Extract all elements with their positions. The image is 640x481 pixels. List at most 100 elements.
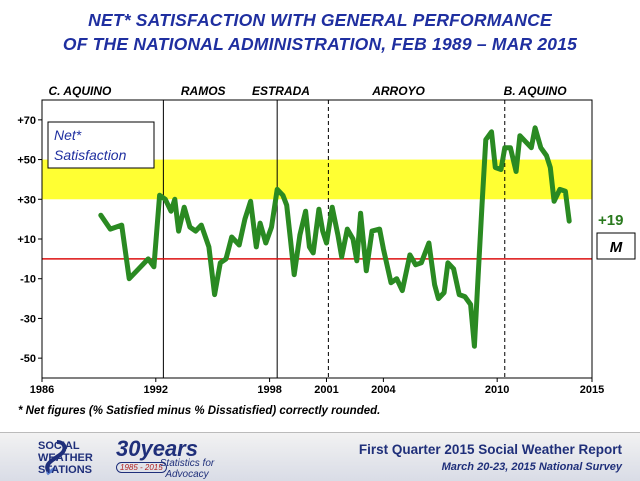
data-point bbox=[436, 297, 440, 301]
data-point bbox=[529, 146, 533, 150]
x-tick-label: 2001 bbox=[314, 384, 338, 396]
data-point bbox=[307, 245, 311, 249]
last-value-note-box bbox=[596, 232, 636, 260]
chart-title-line1: NET* SATISFACTION WITH GENERAL PERFORMAN… bbox=[88, 10, 552, 30]
y-tick-label: -50 bbox=[20, 353, 36, 365]
chart-title-line2: OF THE NATIONAL ADMINISTRATION, FEB 1989… bbox=[62, 34, 578, 54]
data-point bbox=[264, 241, 268, 245]
data-point bbox=[408, 253, 412, 257]
data-point bbox=[120, 223, 124, 227]
data-point bbox=[457, 293, 461, 297]
data-point bbox=[169, 209, 173, 213]
data-point bbox=[533, 126, 537, 130]
data-point bbox=[514, 169, 518, 173]
data-point bbox=[321, 229, 325, 233]
years-sub: Statistics for Advocacy bbox=[159, 458, 215, 480]
y-tick-label: -30 bbox=[20, 313, 36, 325]
years-big: 30years bbox=[116, 436, 198, 461]
data-point bbox=[364, 269, 368, 273]
x-tick-label: 2010 bbox=[485, 384, 509, 396]
data-point bbox=[237, 243, 241, 247]
data-point bbox=[558, 187, 562, 191]
y-tick-label: +30 bbox=[17, 194, 36, 206]
footer-band bbox=[0, 432, 640, 481]
data-point bbox=[381, 247, 385, 251]
data-point bbox=[188, 225, 192, 229]
x-tick-label: 1992 bbox=[144, 384, 168, 396]
data-point bbox=[146, 257, 150, 261]
data-point bbox=[355, 259, 359, 263]
data-point bbox=[414, 263, 418, 267]
data-point bbox=[288, 237, 292, 241]
data-point bbox=[493, 166, 497, 170]
report-title: First Quarter 2015 Social Weather Report bbox=[358, 442, 622, 457]
data-point bbox=[163, 197, 167, 201]
x-tick-label: 1986 bbox=[30, 384, 54, 396]
x-tick-label: 2015 bbox=[580, 384, 604, 396]
president-label: B. AQUINO bbox=[504, 84, 568, 98]
y-tick-label: +70 bbox=[17, 115, 36, 127]
data-point bbox=[194, 229, 198, 233]
org-line3: STATIONS bbox=[38, 464, 92, 476]
data-point bbox=[298, 233, 302, 237]
data-point bbox=[243, 217, 247, 221]
data-point bbox=[336, 233, 340, 237]
data-point bbox=[442, 291, 446, 295]
data-point bbox=[158, 193, 162, 197]
report-subtitle: March 20-23, 2015 National Survey bbox=[441, 461, 622, 473]
data-point bbox=[177, 229, 181, 233]
data-point bbox=[127, 277, 131, 281]
sws-logo-icon bbox=[45, 440, 67, 476]
data-point bbox=[340, 255, 344, 259]
x-tick-label: 2004 bbox=[371, 384, 396, 396]
data-point bbox=[400, 289, 404, 293]
legend-label: Net* bbox=[54, 127, 82, 143]
president-label: ESTRADA bbox=[252, 84, 310, 98]
data-point bbox=[370, 229, 374, 233]
legend-label: Satisfaction bbox=[54, 147, 127, 163]
data-point bbox=[199, 223, 203, 227]
data-point bbox=[324, 241, 328, 245]
data-point bbox=[213, 293, 217, 297]
data-point bbox=[563, 189, 567, 193]
footnote: * Net figures (% Satisfied minus % Dissa… bbox=[18, 405, 381, 417]
data-point bbox=[484, 138, 488, 142]
data-point bbox=[389, 281, 393, 285]
data-point bbox=[207, 245, 211, 249]
data-point bbox=[304, 209, 308, 213]
data-point bbox=[446, 261, 450, 265]
data-point bbox=[281, 193, 285, 197]
data-point bbox=[99, 213, 103, 217]
data-point bbox=[137, 267, 141, 271]
data-point bbox=[567, 219, 571, 223]
data-point bbox=[182, 205, 186, 209]
data-point bbox=[330, 205, 334, 209]
data-point bbox=[503, 146, 507, 150]
data-point bbox=[285, 203, 289, 207]
data-point bbox=[275, 187, 279, 191]
data-point bbox=[480, 203, 484, 207]
y-tick-label: +50 bbox=[17, 155, 36, 167]
data-point bbox=[359, 211, 363, 215]
data-point bbox=[378, 227, 382, 231]
data-point bbox=[472, 344, 476, 348]
sws-logo-text: SOCIAL WEATHER STATIONS bbox=[38, 440, 93, 476]
data-point bbox=[476, 273, 480, 277]
org-line2: WEATHER bbox=[38, 452, 93, 464]
data-point bbox=[345, 227, 349, 231]
president-label: RAMOS bbox=[181, 84, 226, 98]
data-point bbox=[548, 166, 552, 170]
data-point bbox=[224, 257, 228, 261]
data-point bbox=[552, 199, 556, 203]
data-point bbox=[152, 265, 156, 269]
data-point bbox=[269, 225, 273, 229]
data-point bbox=[317, 207, 321, 211]
line-chart: C. AQUINO RAMOS ESTRADA ARROYO B. AQUINO +70 +… bbox=[17, 84, 636, 396]
data-point bbox=[395, 277, 399, 281]
last-value-note: M bbox=[610, 239, 623, 256]
years-range: 1985 - 2015 bbox=[116, 462, 167, 473]
data-point bbox=[499, 168, 503, 171]
data-point bbox=[254, 245, 258, 249]
anniversary-badge: 30years 1985 - 2015 Statistics for Advoc… bbox=[116, 436, 214, 480]
data-point bbox=[508, 146, 512, 150]
